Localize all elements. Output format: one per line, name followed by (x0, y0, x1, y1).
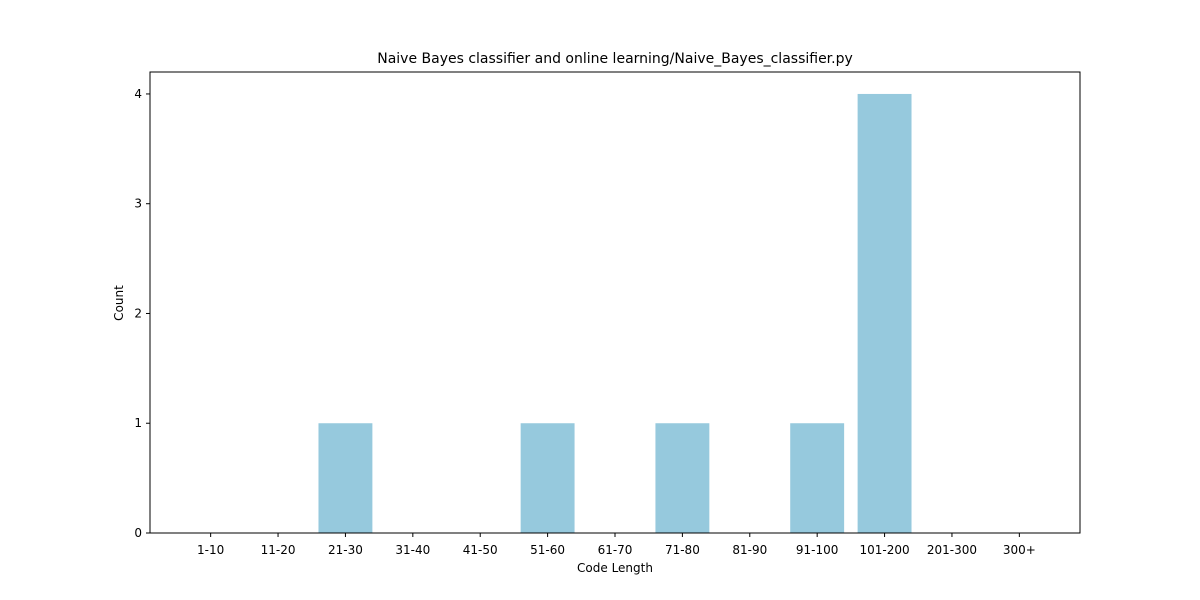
bar-101-200 (857, 93, 912, 533)
y-tick-label: 0 (134, 526, 142, 540)
y-tick-label: 4 (134, 87, 142, 101)
x-axis: 1-10 11-20 21-30 31-40 41-50 51-60 61-70 71-80 8… (197, 533, 1036, 557)
x-axis-label: Code Length (577, 561, 653, 575)
chart-title: Naive Bayes classifier and online learni… (377, 51, 853, 67)
x-tick-label: 11-20 (261, 543, 296, 557)
bars-group (318, 93, 912, 533)
x-tick-label: 1-10 (197, 543, 224, 557)
x-tick-label: 101-200 (859, 543, 909, 557)
x-tick-label: 41-50 (463, 543, 498, 557)
x-tick-label: 201-300 (927, 543, 977, 557)
y-axis-label: Count (112, 285, 126, 321)
x-tick-label: 300+ (1003, 543, 1036, 557)
bar-51-60 (520, 423, 575, 533)
x-tick-label: 51-60 (530, 543, 565, 557)
x-tick-label: 81-90 (732, 543, 767, 557)
plot-frame (149, 71, 1081, 534)
y-axis: 0 1 2 3 4 (134, 87, 150, 540)
x-tick-label: 61-70 (598, 543, 633, 557)
bar-91-100 (790, 423, 845, 533)
y-tick-label: 1 (134, 416, 142, 430)
x-tick-label: 21-30 (328, 543, 363, 557)
bar-21-30 (318, 423, 373, 533)
bar-71-80 (655, 423, 710, 533)
x-tick-label: 31-40 (395, 543, 430, 557)
y-tick-label: 3 (134, 197, 142, 211)
x-tick-label: 91-100 (796, 543, 839, 557)
y-tick-label: 2 (134, 306, 142, 320)
x-tick-label: 71-80 (665, 543, 700, 557)
